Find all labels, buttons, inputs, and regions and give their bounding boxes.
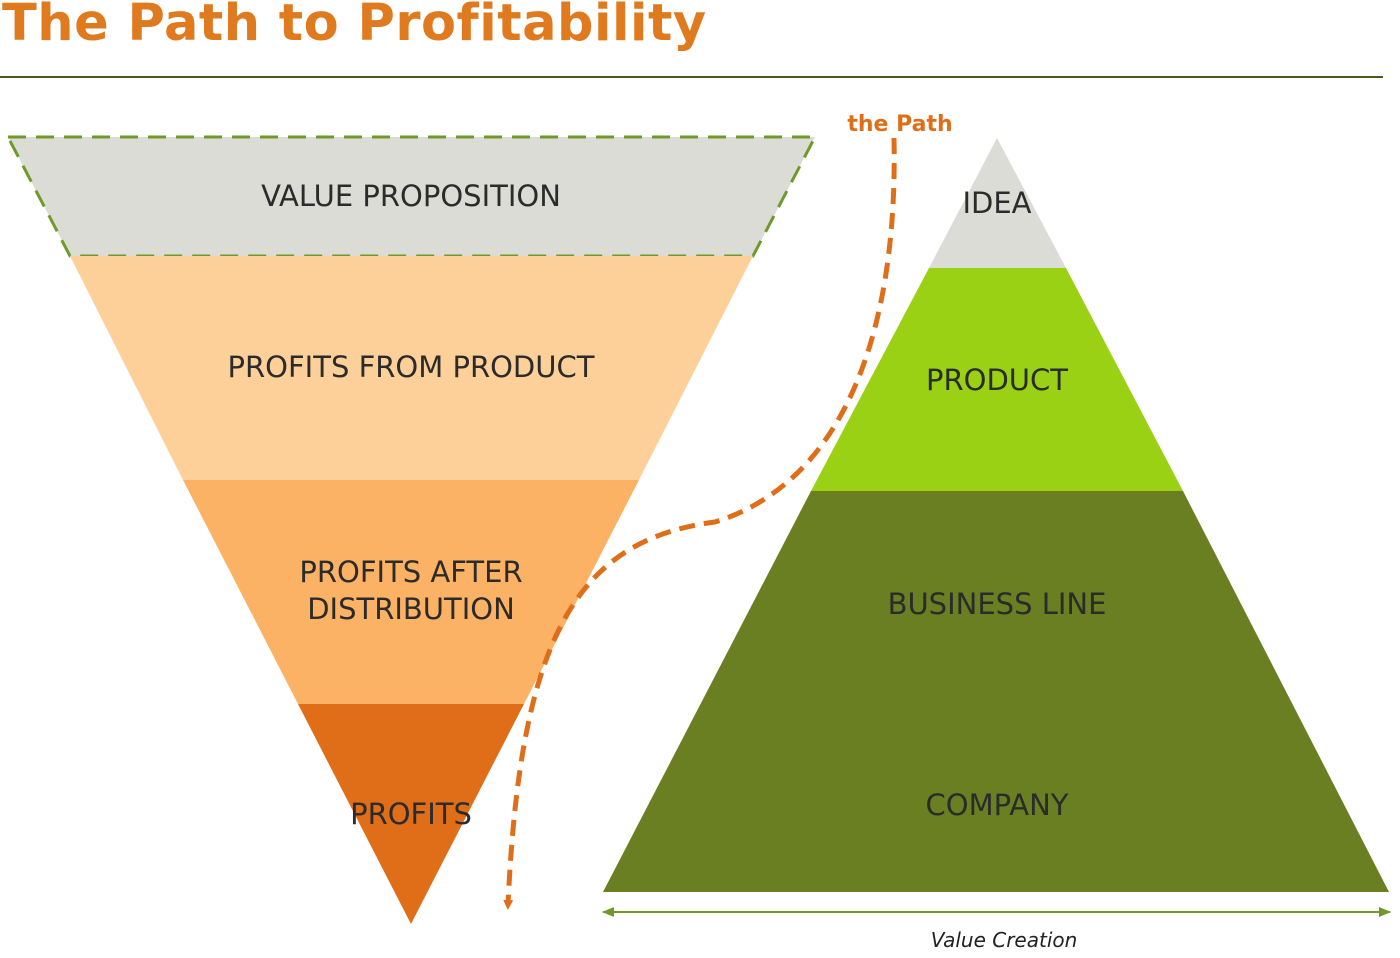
title-divider	[0, 76, 1383, 78]
funnel-layer-profits-after-distribution	[183, 480, 639, 704]
funnel-label-profits-after-distribution-line2: DISTRIBUTION	[307, 592, 515, 626]
funnel-layer-profits-from-product	[70, 256, 753, 480]
value-creation-label: Value Creation	[931, 928, 1078, 952]
pyramid-label-business-line: BUSINESS LINE	[888, 587, 1107, 621]
value-creation-axis: Value Creation	[602, 907, 1391, 952]
path-curve	[503, 137, 897, 910]
pyramid-label-product: PRODUCT	[926, 363, 1068, 397]
funnel-label-value-proposition: VALUE PROPOSITION	[261, 179, 561, 213]
funnel-layer-profits	[298, 704, 524, 924]
funnel-label-profits-after-distribution-line1: PROFITS AFTER	[299, 555, 522, 589]
pyramid: IDEA PRODUCT BUSINESS LINE COMPANY	[603, 138, 1389, 892]
funnel: VALUE PROPOSITION PROFITS FROM PRODUCT P…	[5, 135, 818, 924]
path-arrow: the Path	[503, 112, 953, 910]
pyramid-layer-business-line-and-company	[603, 491, 1389, 892]
funnel-label-profits-from-product: PROFITS FROM PRODUCT	[228, 350, 595, 384]
pyramid-layer-idea	[929, 138, 1066, 268]
pyramid-label-company: COMPANY	[926, 788, 1069, 822]
page-title: The Path to Profitability	[2, 0, 707, 53]
funnel-label-profits: PROFITS	[350, 797, 472, 831]
pyramid-label-idea: IDEA	[962, 186, 1031, 220]
pyramid-layer-product	[811, 268, 1183, 491]
path-label: the Path	[847, 112, 952, 137]
